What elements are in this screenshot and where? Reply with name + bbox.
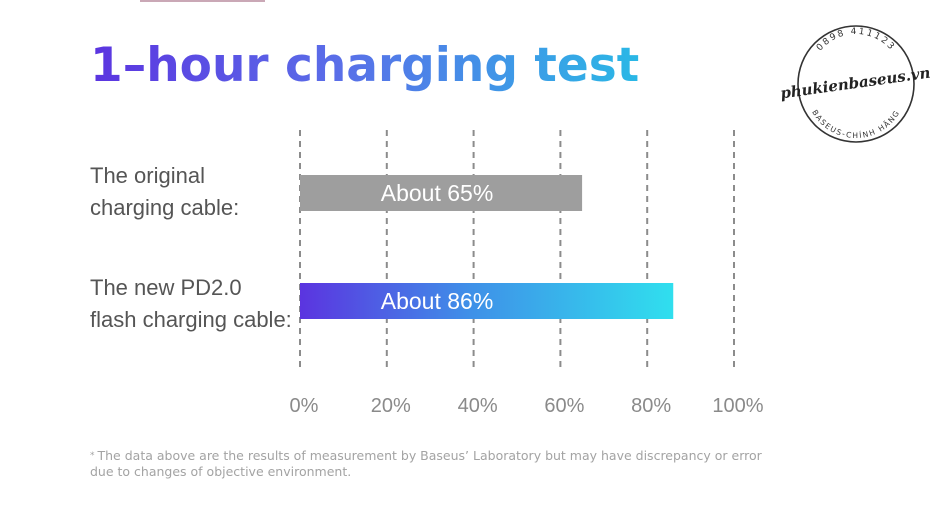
x-tick-label: 60% [544, 395, 584, 417]
bars: About 65% About 86% [300, 175, 674, 319]
x-tick-label: 20% [371, 395, 411, 417]
x-axis-ticks: 0% 20% 40% 60% 80% 100% [290, 395, 764, 417]
svg-text:BASEUS-CHÍNH HÃNG: BASEUS-CHÍNH HÃNG [810, 108, 902, 140]
stamp-phone: 0898 411123 [815, 27, 895, 53]
bar [300, 175, 583, 211]
bar [300, 283, 674, 319]
category-label-line: flash charging cable: [90, 307, 292, 332]
category-label-line: charging cable: [90, 195, 240, 220]
footnote-marker: * [90, 451, 95, 461]
top-edge-accent-left [140, 0, 265, 2]
x-tick-label: 0% [290, 395, 319, 417]
category-label-original: The original charging cable: [90, 160, 300, 224]
gridlines [299, 130, 735, 370]
x-tick-label: 80% [631, 395, 671, 417]
category-label-line: The new PD2.0 [90, 275, 242, 300]
bar-value-label: About 86% [381, 288, 494, 314]
category-label-line: The original [90, 163, 205, 188]
x-tick-label: 100% [712, 395, 763, 417]
stamp-subtitle: BASEUS-CHÍNH HÃNG [810, 108, 900, 140]
x-tick-label: 40% [458, 395, 498, 417]
footnote: * The data above are the results of measu… [90, 448, 780, 480]
svg-text:0898 411123: 0898 411123 [815, 27, 897, 53]
footnote-text: The data above are the results of measur… [90, 448, 762, 479]
watermark-stamp: 0898 411123 phukienbaseus.vn BASEUS-CHÍN… [780, 25, 930, 143]
bar-value-label: About 65% [381, 180, 494, 206]
stamp-name: phukienbaseus.vn [780, 64, 930, 103]
category-label-new: The new PD2.0 flash charging cable: [90, 272, 300, 336]
chart-title: 1–hour charging test [90, 38, 640, 93]
